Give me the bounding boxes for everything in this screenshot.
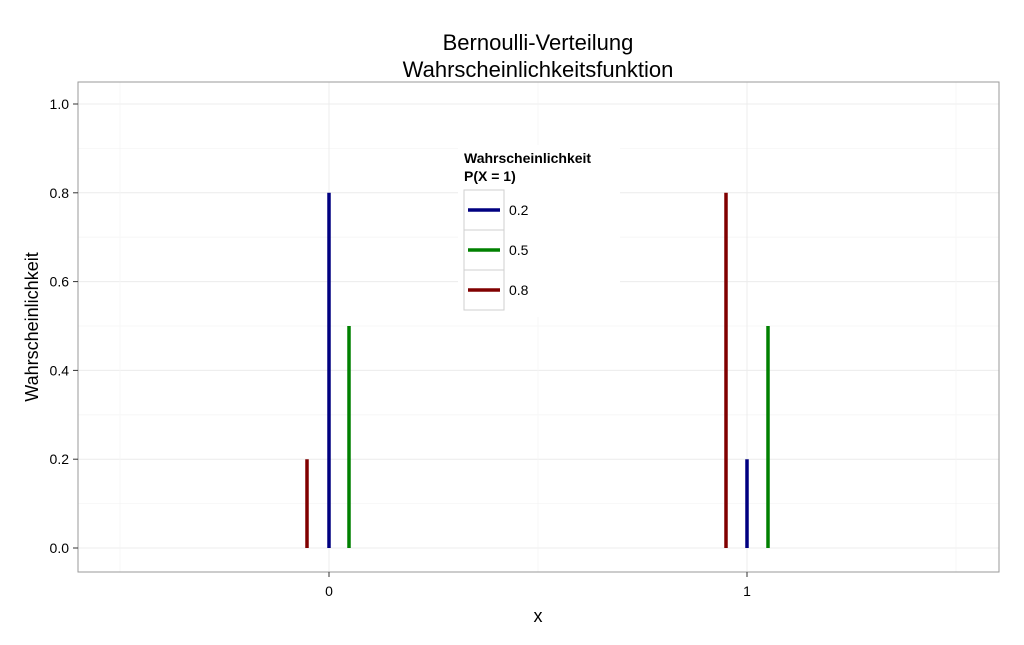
y-tick-label: 0.2 xyxy=(50,451,70,467)
legend-label: 0.5 xyxy=(509,242,529,258)
legend-label: 0.8 xyxy=(509,282,529,298)
legend: Wahrscheinlichkeit P(X = 1) 0.2 0.5 0.8 xyxy=(458,145,620,317)
axes-layer: 0.0 0.2 0.4 0.6 0.8 1.0 0 1 xyxy=(50,96,752,599)
x-tick-label: 0 xyxy=(325,583,333,599)
y-tick-label: 1.0 xyxy=(50,96,70,112)
x-axis-label: x xyxy=(534,606,543,626)
y-tick-label: 0.0 xyxy=(50,540,70,556)
y-tick-label: 0.4 xyxy=(50,362,70,378)
chart-subtitle: Wahrscheinlichkeitsfunktion xyxy=(403,57,674,82)
y-axis-label: Wahrscheinlichkeit xyxy=(22,252,42,401)
bars-layer xyxy=(305,192,770,548)
legend-items: 0.2 0.5 0.8 xyxy=(463,189,529,311)
y-tick-label: 0.8 xyxy=(50,185,70,201)
plot-panel-border xyxy=(77,81,1000,573)
legend-label: 0.2 xyxy=(509,202,529,218)
y-tick-label: 0.6 xyxy=(50,274,70,290)
legend-title-line2: P(X = 1) xyxy=(464,168,516,184)
x-tick-label: 1 xyxy=(743,583,751,599)
chart-title: Bernoulli-Verteilung xyxy=(443,30,634,55)
legend-title-line1: Wahrscheinlichkeit xyxy=(464,150,591,166)
